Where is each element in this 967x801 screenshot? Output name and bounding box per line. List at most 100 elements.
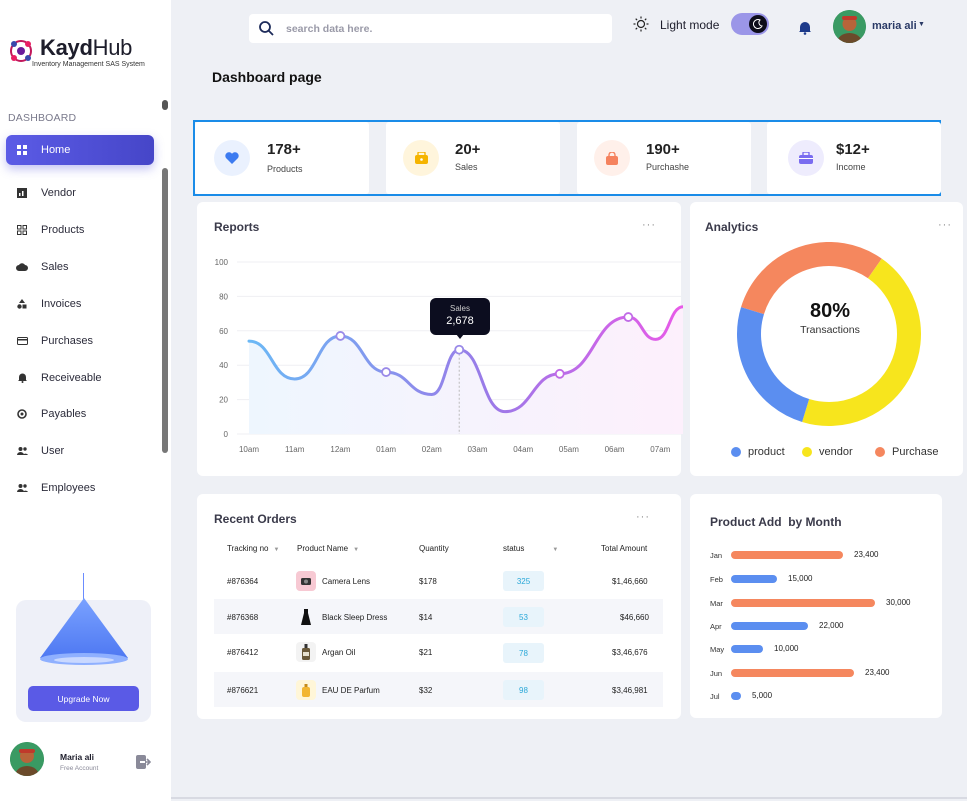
bar-value-label: 30,000 (886, 598, 911, 607)
analytics-donut-chart (737, 242, 921, 426)
stat-value: $12+ (836, 141, 870, 158)
search-input[interactable] (286, 22, 586, 35)
sidebar-item-employees[interactable]: Employees (6, 473, 154, 503)
column-header-tracking[interactable]: Tracking no ▼ (227, 544, 279, 553)
legend-vendor: vendor (802, 446, 853, 458)
y-tick-label: 80 (219, 292, 228, 301)
tooltip-value: 2,678 (446, 315, 474, 327)
sidebar-item-label: Home (41, 144, 71, 156)
total-amount: $3,46,981 (612, 686, 648, 695)
x-tick-label: 03am (467, 445, 487, 454)
more-options-icon[interactable]: ··· (938, 219, 952, 231)
sidebar-item-home[interactable]: Home (6, 135, 154, 165)
sidebar-scrollbar-top[interactable] (162, 100, 168, 110)
profile-name: Maria ali (60, 752, 95, 762)
team-icon (16, 482, 28, 494)
bar-category-label: May (710, 645, 725, 654)
apps-icon (16, 224, 28, 236)
data-point[interactable] (381, 367, 392, 377)
search-bar[interactable] (249, 14, 612, 43)
stat-card-purchase[interactable]: 190+ Purchashe (577, 122, 751, 194)
product-add-title: Product Add by Month (710, 515, 842, 529)
legend-dot (802, 447, 812, 457)
column-header-total: Total Amount (601, 544, 647, 553)
tracking-no: #876412 (227, 648, 259, 657)
stat-card-sales[interactable]: 20+ Sales (386, 122, 560, 194)
mode-label: Light mode (660, 18, 720, 32)
x-tick-label: 12am (330, 445, 350, 454)
theme-toggle[interactable] (731, 13, 769, 35)
tracking-no: #876621 (227, 686, 259, 695)
sidebar-item-receiveable[interactable]: Receiveable (6, 363, 154, 393)
notification-bell-icon[interactable] (798, 21, 812, 35)
bar-jun[interactable] (731, 669, 854, 677)
lamp-illustration-icon (40, 598, 128, 665)
bar-category-label: Feb (710, 575, 723, 584)
column-header-quantity: Quantity (419, 544, 449, 553)
legend-dot (731, 447, 741, 457)
sidebar-item-user[interactable]: User (6, 436, 154, 466)
data-point[interactable] (623, 312, 634, 322)
bar-jan[interactable] (731, 551, 843, 559)
bar-apr[interactable] (731, 622, 808, 630)
avatar[interactable] (10, 742, 44, 776)
stat-label: Sales (455, 162, 478, 172)
donut-slice-vendor[interactable] (802, 258, 921, 426)
total-amount: $1,46,660 (612, 577, 648, 586)
sort-icon[interactable]: ▼ (353, 547, 360, 553)
y-tick-label: 100 (215, 258, 229, 267)
sidebar-item-vendor[interactable]: Vendor (6, 178, 154, 208)
grid-icon (16, 144, 28, 156)
legend-product: product (731, 446, 785, 458)
legend-label: vendor (819, 446, 853, 458)
quantity: $32 (419, 686, 433, 695)
sort-icon[interactable]: ▼ (552, 547, 559, 553)
bar-mar[interactable] (731, 599, 875, 607)
user-avatar[interactable] (833, 10, 866, 43)
upgrade-now-button[interactable]: Upgrade Now (28, 686, 139, 711)
user-name[interactable]: maria ali (872, 20, 917, 32)
sidebar-item-invoices[interactable]: Invoices (6, 289, 154, 319)
data-point[interactable] (554, 368, 565, 379)
table-row[interactable] (214, 599, 663, 634)
bar-category-label: Jul (710, 692, 720, 701)
brand-logo[interactable]: KaydHub Inventory Management SAS System (6, 36, 145, 68)
sidebar-item-purchases[interactable]: Purchases (6, 326, 154, 356)
sidebar-scrollbar-thumb[interactable] (162, 168, 168, 453)
table-row[interactable] (214, 672, 663, 707)
logout-icon[interactable] (135, 754, 151, 770)
column-label: status (503, 544, 525, 553)
quantity: $21 (419, 648, 433, 657)
sidebar-item-sales[interactable]: Sales (6, 252, 154, 282)
sidebar-item-label: Sales (41, 261, 69, 273)
donut-slice-product[interactable] (737, 307, 810, 422)
card-icon (16, 335, 28, 347)
column-header-product[interactable]: Product Name ▼ (297, 544, 359, 553)
donut-slice-purchase[interactable] (741, 242, 882, 315)
sidebar-item-label: Receiveable (41, 372, 102, 384)
sidebar-item-payables[interactable]: Payables (6, 399, 154, 429)
sidebar-item-label: Employees (41, 482, 96, 494)
column-header-status[interactable]: status ▼ (503, 544, 558, 553)
bar-may[interactable] (731, 645, 763, 653)
stat-card-income[interactable]: $12+ Income (767, 122, 941, 194)
stat-card-products[interactable]: 178+ Products (195, 122, 369, 194)
more-options-icon[interactable]: ··· (636, 511, 650, 523)
camera-icon (296, 571, 316, 591)
bar-jul[interactable] (731, 692, 741, 700)
bar-feb[interactable] (731, 575, 777, 583)
sidebar-item-products[interactable]: Products (6, 215, 154, 245)
search-icon[interactable] (259, 21, 274, 36)
status-badge: 53 (503, 607, 544, 627)
x-tick-label: 05am (559, 445, 579, 454)
chevron-down-icon[interactable]: ▼ (918, 21, 925, 28)
profile-role: Free Account (60, 765, 99, 772)
sort-icon[interactable]: ▼ (273, 547, 280, 553)
bar-category-label: Mar (710, 599, 723, 608)
briefcase-icon (788, 140, 824, 176)
x-tick-label: 07am (650, 445, 670, 454)
data-point[interactable] (454, 344, 465, 355)
more-options-icon[interactable]: ··· (642, 219, 656, 231)
data-point[interactable] (335, 331, 346, 341)
column-label: Product Name (297, 544, 349, 553)
